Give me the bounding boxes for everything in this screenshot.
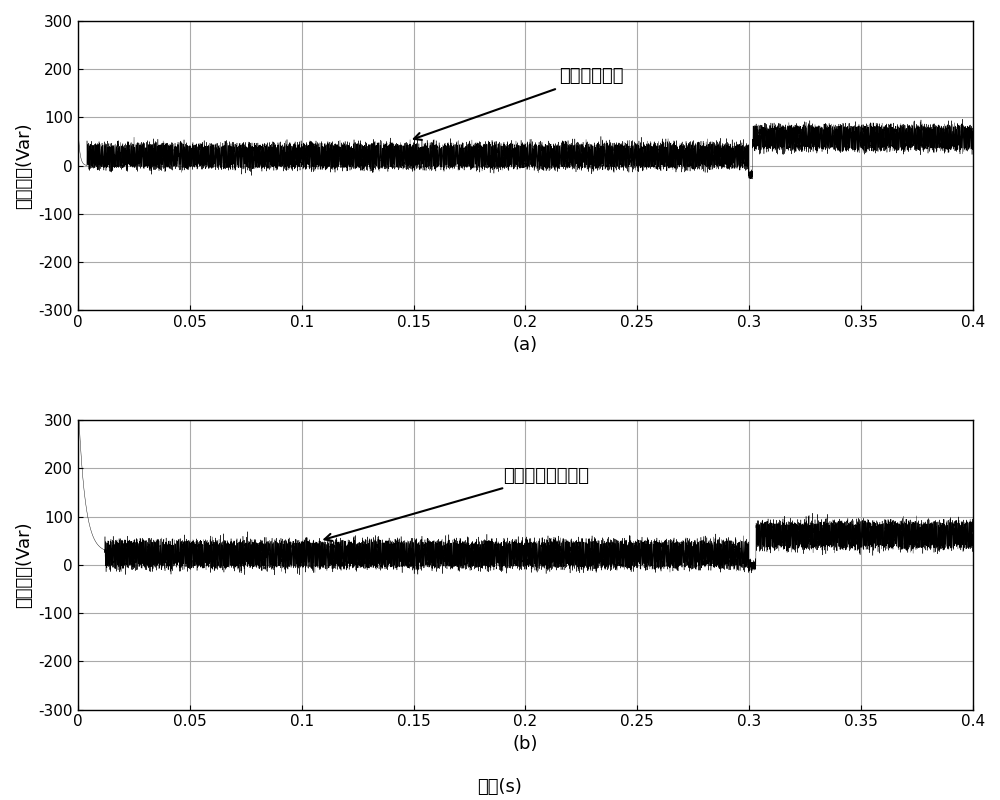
Y-axis label: 无功功率(Var): 无功功率(Var) <box>15 522 33 608</box>
Text: 直接增益控制: 直接增益控制 <box>414 67 623 140</box>
Text: 时间(s): 时间(s) <box>478 778 522 796</box>
X-axis label: (b): (b) <box>513 735 538 753</box>
Y-axis label: 无功功率(Var): 无功功率(Var) <box>15 122 33 209</box>
X-axis label: (a): (a) <box>513 336 538 354</box>
Text: 传统比例积分控制: 传统比例积分控制 <box>324 466 589 541</box>
